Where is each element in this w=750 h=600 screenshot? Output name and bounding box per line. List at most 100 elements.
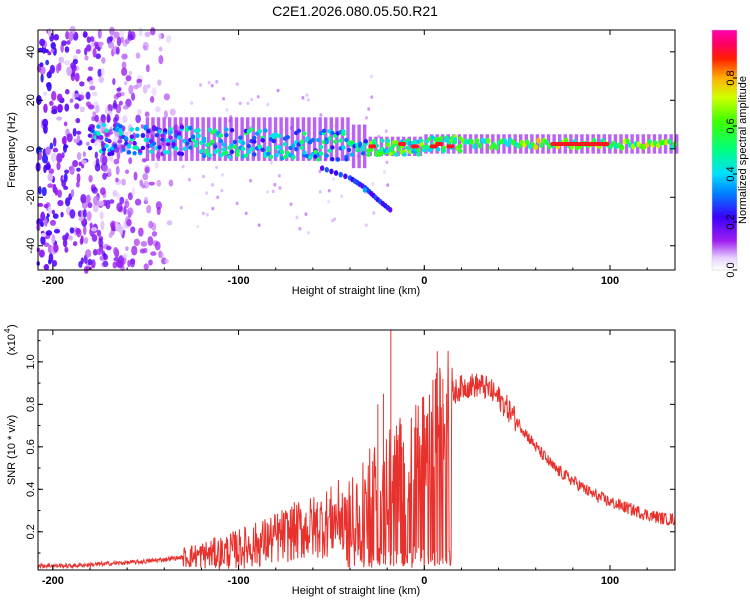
noise-blob <box>78 161 82 167</box>
ridge-cell <box>165 149 171 155</box>
noise-blob <box>269 160 273 165</box>
noise-blob <box>65 31 70 40</box>
ridge-cell <box>371 140 377 145</box>
ridge-cell <box>118 124 123 129</box>
noise-blob <box>72 128 77 137</box>
ridge-cell <box>224 132 229 138</box>
noise-blob <box>142 84 148 94</box>
noise-blob <box>86 36 92 43</box>
figure-title: C2E1.2026.080.05.50.R21 <box>272 3 438 19</box>
noise-blob <box>85 44 91 52</box>
y-tick-label: 20 <box>25 94 37 106</box>
y-tick-label: 40 <box>25 46 37 58</box>
ridge-cell <box>277 133 282 139</box>
noise-blob <box>101 67 105 77</box>
ridge-cell <box>176 135 182 140</box>
ridge-cell <box>397 147 402 152</box>
noise-blob <box>246 101 250 106</box>
noise-blob <box>121 178 126 186</box>
ridge-cell <box>330 145 335 150</box>
ridge-cell <box>210 139 215 144</box>
noise-blob <box>125 98 132 108</box>
ridge-halo <box>279 117 283 161</box>
noise-blob <box>289 202 293 207</box>
noise-blob <box>76 152 82 160</box>
ridge-cell <box>260 138 265 143</box>
ridge-halo <box>290 117 294 161</box>
spectrogram-x-label: Height of straight line (km) <box>292 285 420 297</box>
noise-blob <box>146 84 151 89</box>
noise-blob <box>327 199 331 204</box>
branch-cell <box>329 168 334 175</box>
ridge-cell <box>525 139 530 146</box>
ridge-cell <box>274 153 279 158</box>
noise-blob <box>64 246 69 253</box>
noise-blob <box>73 93 80 98</box>
snr-y-scale-exponent: 4 <box>3 328 12 333</box>
noise-blob <box>47 173 54 182</box>
ridge-halo <box>195 117 200 161</box>
noise-blob <box>52 147 59 153</box>
noise-blob <box>154 106 161 113</box>
noise-blob <box>124 200 130 209</box>
ridge-halo <box>156 117 161 161</box>
ridge-cell <box>143 124 148 130</box>
x-tick-label: 100 <box>601 575 619 587</box>
noise-blob <box>80 159 87 165</box>
noise-blob <box>107 168 112 178</box>
x-tick-label: -100 <box>228 275 250 287</box>
noise-blob <box>64 103 70 112</box>
ridge-peak <box>368 144 377 149</box>
ridge-cell <box>438 136 444 141</box>
ridge-halo <box>641 134 645 154</box>
ridge-cell <box>341 131 346 137</box>
noise-blob <box>96 229 102 237</box>
ridge-cell <box>121 147 126 152</box>
ridge-cell <box>176 131 182 136</box>
noise-blob <box>74 103 80 110</box>
ridge-cell <box>316 137 321 143</box>
noise-blob <box>47 27 52 38</box>
noise-blob <box>88 174 93 183</box>
ridge-cell <box>266 151 271 157</box>
noise-blob <box>53 243 59 253</box>
ridge-cell <box>168 129 173 135</box>
noise-blob <box>61 136 67 145</box>
noise-blob <box>155 201 162 210</box>
noise-blob <box>235 201 239 206</box>
y-tick-label: 0 <box>25 146 37 152</box>
ridge-cell <box>232 139 238 145</box>
noise-blob <box>199 83 203 87</box>
ridge-halo <box>207 117 211 161</box>
noise-blob <box>116 202 123 212</box>
noise-blob <box>80 194 87 204</box>
noise-blob <box>271 189 275 194</box>
noise-blob <box>47 51 52 56</box>
ridge-cell <box>199 148 204 154</box>
noise-blob <box>295 215 299 220</box>
noise-blob <box>147 236 154 246</box>
ridge-cell <box>149 149 154 154</box>
noise-blob <box>72 241 78 247</box>
ridge-cell <box>235 149 240 154</box>
noise-blob <box>369 74 373 79</box>
ridge-cell <box>135 133 140 138</box>
noise-blob <box>107 42 115 49</box>
ridge-cell <box>241 146 246 151</box>
ridge-cell <box>338 138 343 143</box>
noise-blob <box>76 130 82 135</box>
ridge-cell <box>533 144 538 151</box>
noise-blob <box>48 168 55 175</box>
noise-blob <box>113 136 119 143</box>
noise-blob <box>85 194 91 204</box>
noise-blob <box>386 183 390 187</box>
noise-blob <box>68 235 74 241</box>
ridge-cell <box>224 127 229 132</box>
ridge-peak <box>550 141 573 146</box>
noise-blob <box>79 81 85 87</box>
noise-blob <box>63 121 68 127</box>
noise-blob <box>141 158 147 163</box>
snr-x-label: Height of straight line (km) <box>292 585 420 597</box>
noise-blob <box>130 92 136 101</box>
noise-blob <box>43 242 50 247</box>
